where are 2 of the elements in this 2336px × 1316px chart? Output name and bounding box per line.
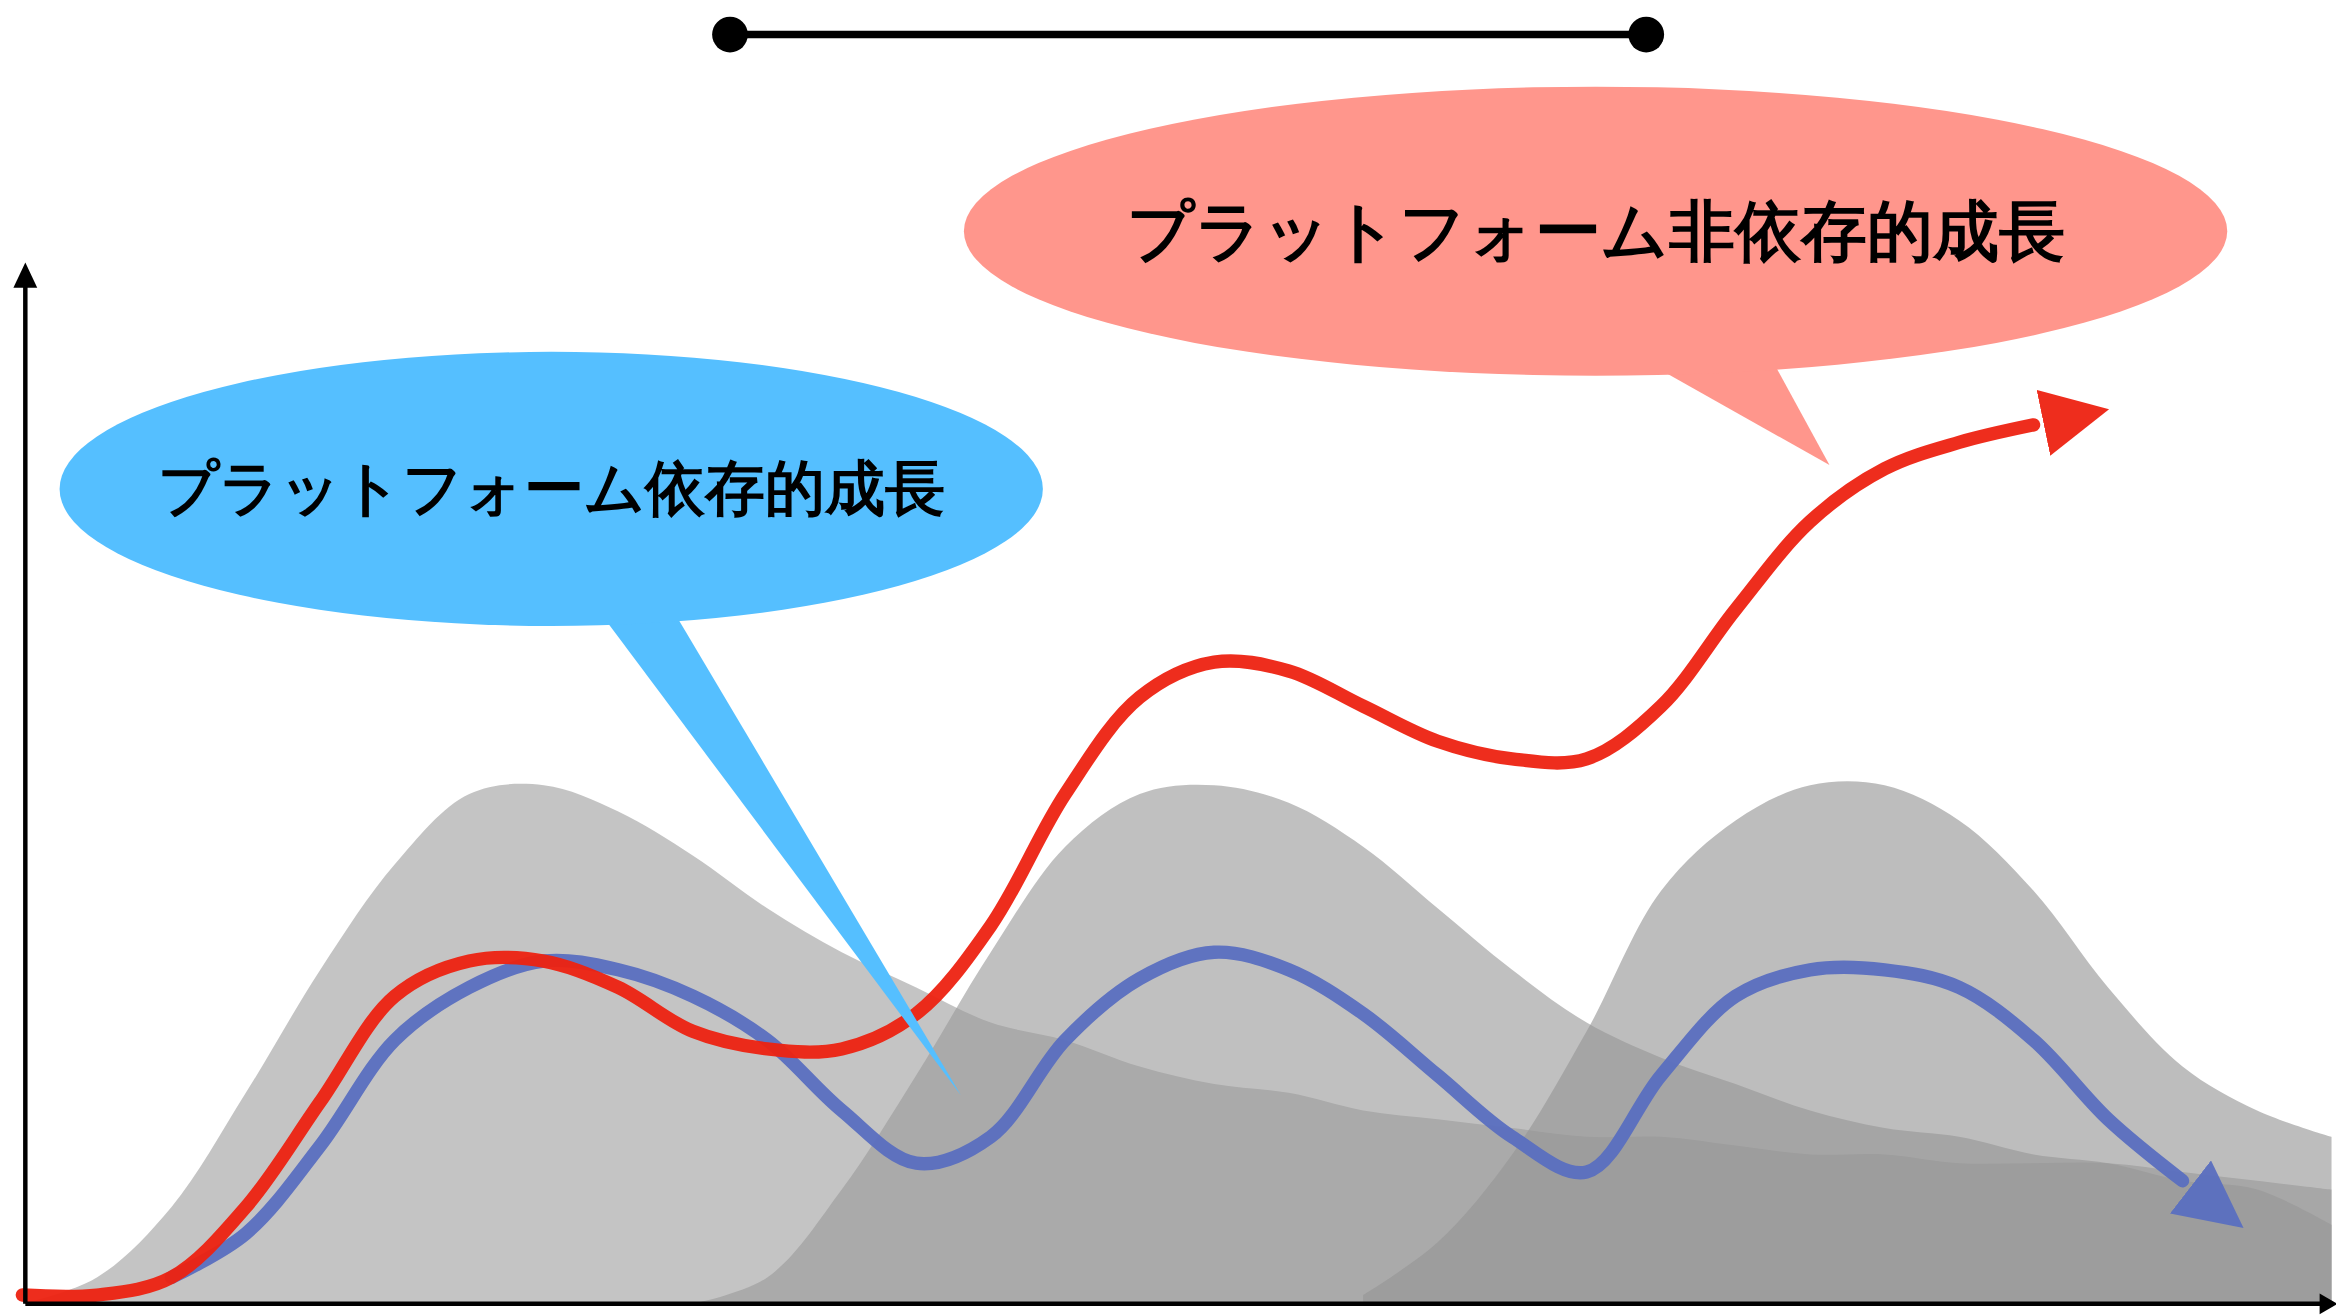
text: プラットフォーム非依存的成長 xyxy=(1126,193,2065,270)
annotation: プラットフォーム依存的成長 xyxy=(157,454,945,524)
